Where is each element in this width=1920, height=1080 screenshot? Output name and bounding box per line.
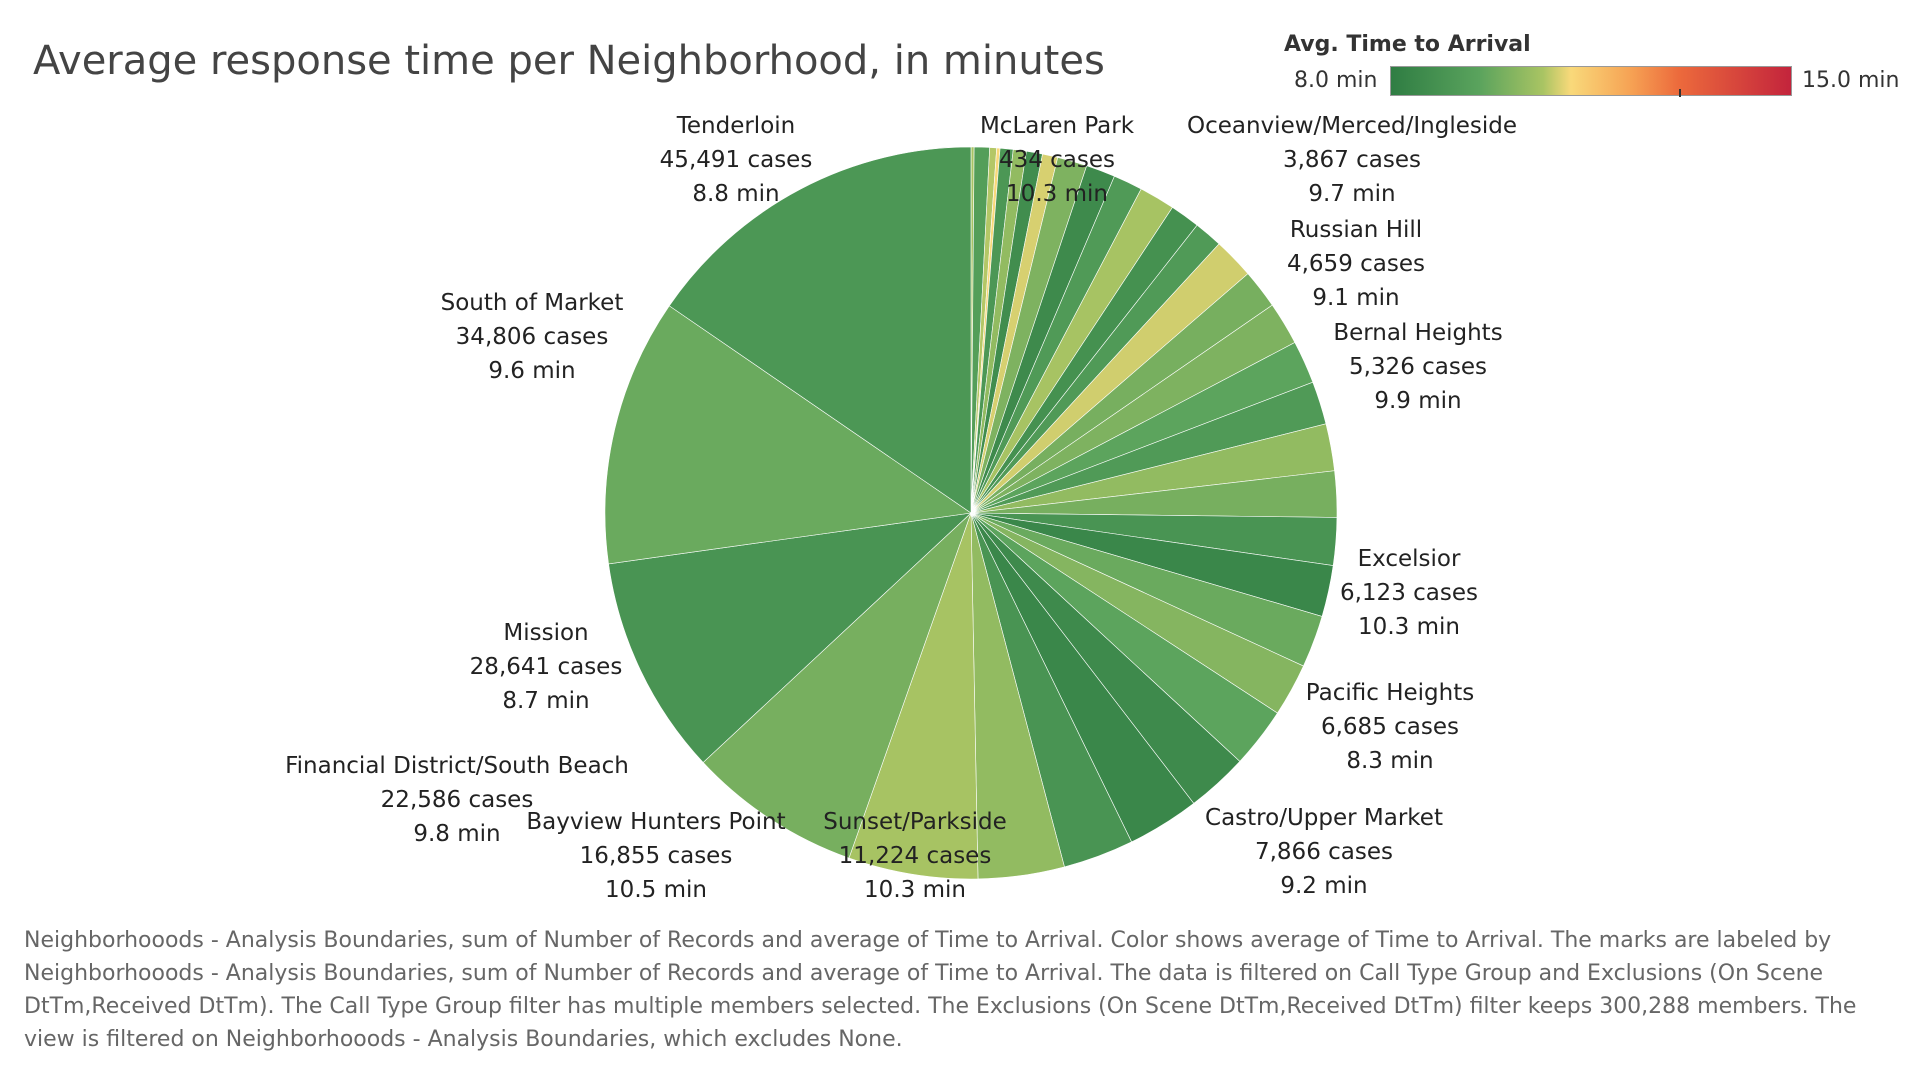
slice-label-name: Bayview Hunters Point [526, 809, 785, 835]
slice-label-name: McLaren Park [980, 113, 1135, 139]
slice-label-mission: Mission 28,641 cases 8.7 min [470, 620, 623, 714]
slice-label-name: Mission [503, 620, 588, 646]
slice-label-castro-upper-market: Castro/Upper Market 7,866 cases 9.2 min [1205, 805, 1443, 899]
slice-label-cases: 5,326 cases [1349, 354, 1487, 380]
slice-label-minutes: 9.6 min [488, 358, 575, 384]
slice-label-name: Tenderloin [676, 113, 796, 139]
slice-label-financial-district-south-beach: Financial District/South Beach 22,586 cas… [285, 753, 629, 847]
pie-slice-south-of-market[interactable] [604, 305, 972, 565]
slice-label-bernal-heights: Bernal Heights 5,326 cases 9.9 min [1333, 320, 1502, 414]
legend-tick [1679, 89, 1681, 97]
slice-label-name: Oceanview/Merced/Ingleside [1187, 113, 1517, 139]
slice-label-cases: 4,659 cases [1287, 251, 1425, 277]
slice-label-sunset-parkside: Sunset/Parkside 11,224 cases 10.3 min [823, 809, 1006, 900]
slice-label-minutes: 9.8 min [413, 821, 500, 847]
slice-label-cases: 34,806 cases [456, 324, 609, 350]
slice-label-pacific-heights: Pacific Heights 6,685 cases 8.3 min [1306, 680, 1474, 774]
slice-label-minutes: 9.9 min [1374, 388, 1461, 414]
slice-label-bayview-hunters-point: Bayview Hunters Point 16,855 cases 10.5 mi… [526, 809, 785, 900]
slice-label-mclaren-park: McLaren Park 434 cases 10.3 min [980, 113, 1135, 207]
slice-label-cases: 16,855 cases [580, 843, 733, 869]
slice-label-name: Castro/Upper Market [1205, 805, 1443, 831]
slice-label-cases: 22,586 cases [381, 787, 534, 813]
slice-label-minutes: 8.3 min [1346, 748, 1433, 774]
slice-label-cases: 28,641 cases [470, 654, 623, 680]
pie-slice-tenderloin[interactable] [668, 146, 972, 514]
slice-label-russian-hill: Russian Hill 4,659 cases 9.1 min [1287, 217, 1425, 311]
slice-label-name: Financial District/South Beach [285, 753, 629, 779]
slice-label-name: Excelsior [1358, 546, 1461, 572]
slice-label-cases: 434 cases [999, 147, 1115, 173]
slice-label-name: Russian Hill [1290, 217, 1422, 243]
slice-label-minutes: 9.2 min [1280, 873, 1367, 899]
slice-label-minutes: 10.3 min [864, 877, 966, 900]
slice-label-minutes: 9.7 min [1308, 181, 1395, 207]
slice-label-oceanview-merced-ingleside: Oceanview/Merced/Ingleside 3,867 cases 9.7… [1187, 113, 1517, 207]
color-legend: Avg. Time to Arrival 8.0 min 15.0 min [1272, 28, 1912, 108]
legend-max-label: 15.0 min [1802, 68, 1900, 93]
pie-chart: McLaren Park 434 cases 10.3 min Oceanview/M… [285, 113, 1517, 900]
legend-title: Avg. Time to Arrival [1284, 32, 1531, 57]
pie-slice-bayview-hunters-point[interactable] [848, 512, 979, 880]
chart-title: Average response time per Neighborhood, … [33, 38, 1105, 84]
pie-slice-financial-district-south-beach[interactable] [702, 512, 972, 859]
slice-label-name: South of Market [441, 290, 624, 316]
slice-label-excelsior: Excelsior 6,123 cases 10.3 min [1340, 546, 1478, 640]
slice-label-name: Bernal Heights [1333, 320, 1502, 346]
slice-label-minutes: 10.5 min [605, 877, 707, 900]
slice-label-cases: 6,685 cases [1321, 714, 1459, 740]
slice-label-name: Pacific Heights [1306, 680, 1474, 706]
slice-label-cases: 3,867 cases [1283, 147, 1421, 173]
chart-caption: Neighborhooods - Analysis Boundaries, su… [24, 928, 1857, 1052]
slice-label-south-of-market: South of Market 34,806 cases 9.6 min [441, 290, 624, 384]
pie-slice-mission[interactable] [608, 512, 972, 763]
slice-label-minutes: 8.8 min [692, 181, 779, 207]
slice-label-minutes: 10.3 min [1006, 181, 1108, 207]
slice-label-cases: 11,224 cases [839, 843, 992, 869]
slice-label-tenderloin: Tenderloin 45,491 cases 8.8 min [660, 113, 813, 207]
slice-label-cases: 6,123 cases [1340, 580, 1478, 606]
slice-label-minutes: 9.1 min [1312, 285, 1399, 311]
slice-label-name: Sunset/Parkside [823, 809, 1006, 835]
slice-label-minutes: 10.3 min [1358, 614, 1460, 640]
slice-label-cases: 45,491 cases [660, 147, 813, 173]
slice-label-minutes: 8.7 min [502, 688, 589, 714]
slice-label-cases: 7,866 cases [1255, 839, 1393, 865]
pie-slices [604, 146, 1338, 880]
pie-labels: McLaren Park 434 cases 10.3 min Oceanview/M… [285, 113, 1517, 900]
legend-min-label: 8.0 min [1294, 68, 1378, 93]
legend-gradient-bar [1390, 66, 1792, 97]
